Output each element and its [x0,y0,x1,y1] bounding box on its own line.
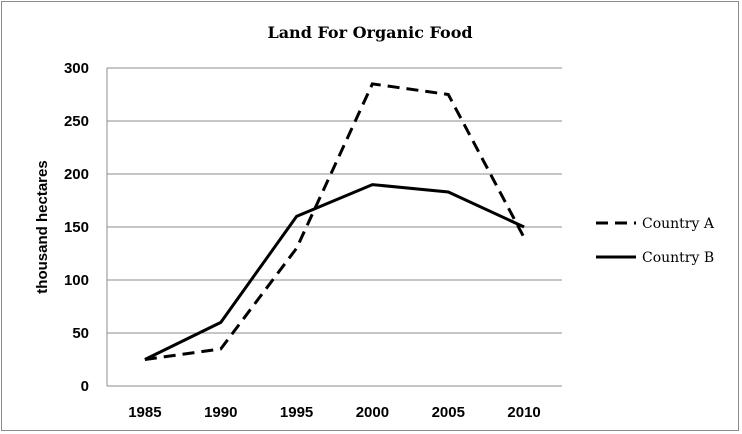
series-lines [144,82,526,361]
y-tick-100: 100 [64,272,89,289]
x-tick-1990: 1990 [204,404,237,421]
chart-title: Land For Organic Food [267,23,472,42]
x-tick-1995: 1995 [280,404,313,421]
y-tick-labels: 0 50 100 150 200 250 300 [64,60,89,395]
series-line-country-a [144,82,526,361]
legend-label-country-a: Country A [642,216,715,232]
legend-label-country-b: Country B [642,250,714,266]
x-tick-2010: 2010 [507,404,540,421]
y-tick-250: 250 [64,113,89,130]
y-axis-label: thousand hectares [34,160,51,293]
y-tick-200: 200 [64,166,89,183]
x-tick-2005: 2005 [432,404,465,421]
y-tick-0: 0 [81,378,89,395]
y-tick-150: 150 [64,219,89,236]
x-tick-1985: 1985 [128,404,161,421]
x-tick-labels: 1985 1990 1995 2000 2005 2010 [128,404,541,421]
y-tick-300: 300 [64,60,89,77]
legend: Country A Country B [596,216,715,266]
x-tick-2000: 2000 [356,404,389,421]
y-tick-50: 50 [72,325,89,342]
series-line-country-b [144,183,525,361]
gridlines [106,67,562,387]
